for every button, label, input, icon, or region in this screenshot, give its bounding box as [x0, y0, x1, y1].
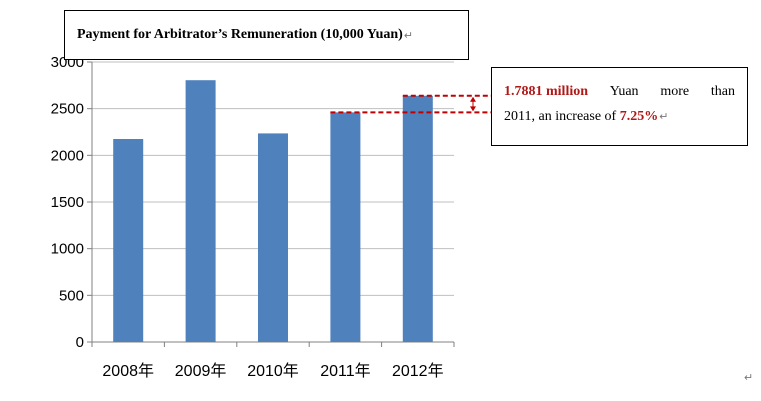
- annotation-word-than: than: [710, 84, 735, 99]
- bar-2008年: [113, 139, 144, 342]
- x-category-label: 2010年: [247, 362, 299, 380]
- paragraph-mark: ↵: [659, 111, 669, 123]
- y-tick-label: 1000: [51, 241, 84, 258]
- annotation-increase-text: 2011, an increase of: [504, 109, 617, 124]
- chart-title-box: Payment for Arbitrator’s Remuneration (1…: [64, 10, 469, 60]
- y-tick-label: 2000: [51, 147, 84, 164]
- bar-2010年: [258, 133, 288, 342]
- x-category-label: 2012年: [392, 362, 444, 380]
- x-category-label: 2011年: [320, 362, 370, 380]
- annotation-amount: 1.7881 million: [504, 84, 589, 99]
- paragraph-mark: ↵: [744, 372, 754, 384]
- annotation-word-yuan: Yuan: [609, 84, 639, 99]
- x-category-label: 2009年: [175, 362, 227, 380]
- annotation-arrowhead-down: [470, 106, 476, 112]
- annotation-line-1: 1.7881 million Yuan more than: [504, 79, 735, 104]
- y-tick-label: 500: [59, 287, 84, 304]
- chart-title: Payment for Arbitrator’s Remuneration (1…: [77, 27, 403, 42]
- bar-2009年: [185, 80, 216, 342]
- x-category-label: 2008年: [102, 362, 154, 380]
- paragraph-mark: ↵: [403, 29, 414, 42]
- bar-2012年: [402, 95, 433, 342]
- bars: [113, 80, 433, 343]
- y-tick-label: 0: [76, 334, 84, 351]
- annotation-percent: 7.25%: [619, 109, 659, 124]
- x-axis-categories: 2008年 2009年 2010年 2011年 2012年: [102, 362, 443, 380]
- annotation-box: 1.7881 million Yuan more than 2011, an i…: [491, 67, 748, 146]
- annotation-word-more: more: [660, 84, 690, 99]
- annotation-arrowhead-up: [470, 96, 476, 102]
- y-tick-label: 1500: [51, 194, 84, 211]
- difference-annotation: [330, 94, 491, 114]
- y-tick-label: 2500: [51, 101, 84, 118]
- annotation-line-2: 2011, an increase of 7.25%↵: [504, 104, 735, 130]
- bar-2011年: [330, 112, 361, 343]
